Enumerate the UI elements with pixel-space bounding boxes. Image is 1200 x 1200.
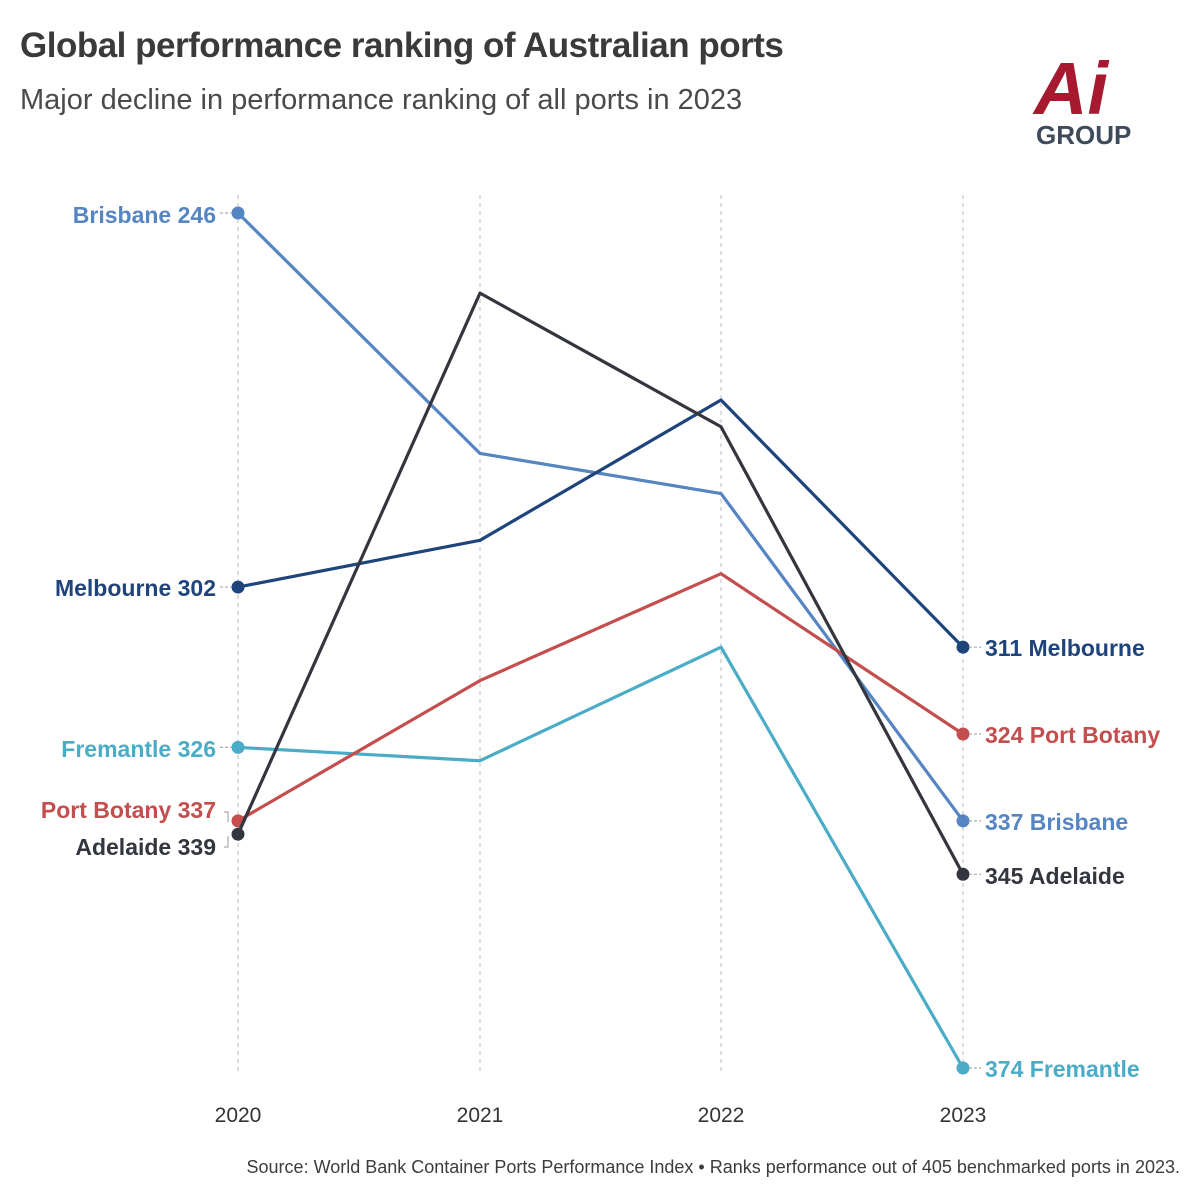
point-brisbane-2020 xyxy=(231,206,245,220)
end-label-fremantle: 374 Fremantle xyxy=(985,1056,1140,1082)
series-line-fremantle xyxy=(237,645,965,1069)
gridlines xyxy=(237,195,964,1075)
point-port-botany-2023 xyxy=(956,727,970,741)
start-label-port-botany: Port Botany 337 xyxy=(41,797,216,823)
start-label-adelaide: Adelaide 339 xyxy=(75,834,216,860)
point-adelaide-2023 xyxy=(956,867,970,881)
leader-start-port-botany xyxy=(224,811,229,822)
point-fremantle-2023 xyxy=(956,1061,970,1075)
logo-mark: Ai xyxy=(1032,50,1109,130)
ai-group-logo: Ai GROUP xyxy=(1032,50,1131,150)
start-label-fremantle: Fremantle 326 xyxy=(61,736,216,762)
start-label-melbourne: Melbourne 302 xyxy=(55,575,216,601)
x-tick-2022: 2022 xyxy=(698,1104,745,1127)
point-adelaide-2020 xyxy=(231,827,245,841)
x-tick-2021: 2021 xyxy=(457,1104,504,1127)
start-label-brisbane: Brisbane 246 xyxy=(73,202,216,228)
series-line-melbourne xyxy=(237,398,965,649)
series-labels: Brisbane 246 337 Brisbane Melbourne 302 311… xyxy=(41,202,1160,1082)
x-tick-2023: 2023 xyxy=(940,1104,987,1127)
x-axis: 2020 2021 2022 2023 xyxy=(215,1104,987,1127)
end-label-brisbane: 337 Brisbane xyxy=(985,809,1128,835)
series-lines xyxy=(231,206,970,1075)
series-line-brisbane xyxy=(236,211,965,822)
point-melbourne-2020 xyxy=(231,580,245,594)
source-note: Source: World Bank Container Ports Perfo… xyxy=(246,1157,1180,1177)
logo-text: GROUP xyxy=(1036,120,1131,150)
point-melbourne-2023 xyxy=(956,640,970,654)
end-label-port-botany: 324 Port Botany xyxy=(985,722,1160,748)
point-fremantle-2020 xyxy=(231,740,245,754)
chart-subtitle: Major decline in performance ranking of … xyxy=(20,84,743,116)
chart-title: Global performance ranking of Australian… xyxy=(20,26,784,65)
end-label-adelaide: 345 Adelaide xyxy=(985,863,1125,889)
series-line-port-botany xyxy=(237,572,964,823)
end-label-melbourne: 311 Melbourne xyxy=(985,635,1145,661)
point-brisbane-2023 xyxy=(956,814,970,828)
leader-start-adelaide xyxy=(224,836,229,848)
x-tick-2020: 2020 xyxy=(215,1104,262,1127)
series-line-adelaide xyxy=(236,291,965,876)
